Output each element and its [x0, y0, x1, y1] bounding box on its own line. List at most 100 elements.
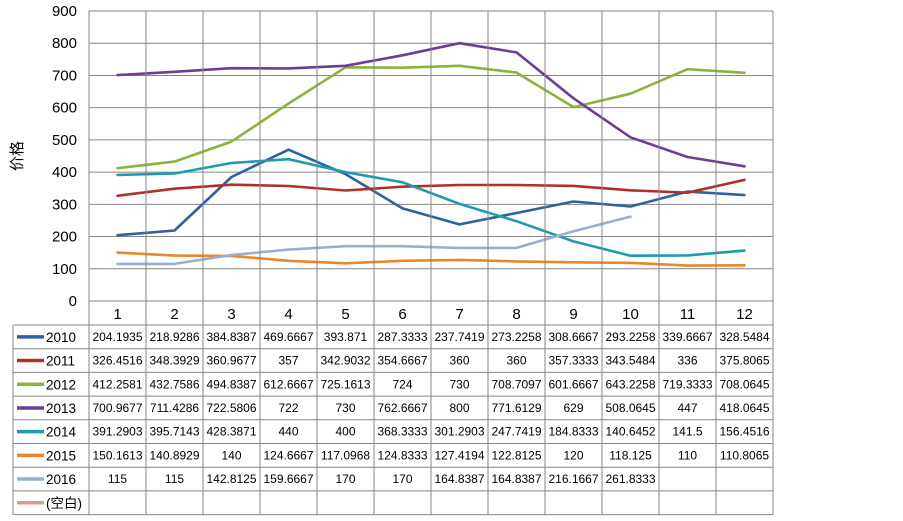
data-label: 124.6667 [263, 448, 313, 462]
data-label: 118.125 [609, 448, 652, 462]
series-name: 2011 [46, 354, 75, 369]
y-axis-ticks: 0 100 200 300 400 500 600 700 800 900 [52, 3, 77, 310]
data-label: 170 [335, 472, 355, 486]
data-label: 360 [449, 354, 469, 368]
data-label: 708.7097 [491, 377, 541, 391]
data-label: 360 [506, 354, 526, 368]
data-label: 127.4194 [434, 448, 484, 462]
series-name: 2012 [46, 377, 76, 392]
data-label: 170 [392, 472, 412, 486]
data-label: 601.6667 [548, 377, 598, 391]
data-label: 375.8065 [719, 354, 769, 368]
data-label: 771.6129 [491, 401, 541, 415]
data-label: 342.9032 [320, 354, 370, 368]
y-tick-label: 200 [52, 229, 77, 246]
data-label: 184.8333 [548, 425, 598, 439]
data-label: 722 [278, 401, 298, 415]
x-tick-label: 1 [113, 306, 121, 323]
data-label: 708.0645 [719, 377, 769, 391]
x-tick-label: 8 [512, 306, 520, 323]
data-label: 140 [221, 448, 241, 462]
data-label: 508.0645 [605, 401, 655, 415]
data-label: 247.7419 [491, 425, 541, 439]
data-label: 384.8387 [206, 330, 256, 344]
x-tick-label: 10 [622, 306, 639, 323]
data-label: 469.6667 [263, 330, 313, 344]
data-label: 725.1613 [320, 377, 370, 391]
data-label: 273.2258 [491, 330, 541, 344]
data-label: 120 [563, 448, 583, 462]
x-tick-label: 5 [341, 306, 349, 323]
data-label: 204.1935 [92, 330, 142, 344]
y-tick-label: 300 [52, 196, 77, 213]
y-tick-label: 500 [52, 132, 77, 149]
series-name: 2014 [46, 425, 77, 440]
data-label: 336 [677, 354, 697, 368]
y-tick-label: 800 [52, 35, 77, 52]
data-label: 237.7419 [434, 330, 484, 344]
data-label: 700.9677 [92, 401, 142, 415]
data-label: 354.6667 [377, 354, 427, 368]
data-label: 447 [677, 401, 697, 415]
data-label: 141.5 [672, 425, 702, 439]
x-tick-label: 3 [227, 306, 235, 323]
data-label: 428.3871 [206, 425, 256, 439]
data-label: 357 [278, 354, 298, 368]
data-label: 643.2258 [605, 377, 655, 391]
data-label: 391.2903 [92, 425, 142, 439]
data-label: 164.8387 [491, 472, 541, 486]
data-label: 159.6667 [263, 472, 313, 486]
data-label: 724 [392, 377, 412, 391]
data-label: 308.6667 [548, 330, 598, 344]
x-tick-label: 9 [569, 306, 577, 323]
data-label: 440 [278, 425, 298, 439]
data-label: 142.8125 [206, 472, 256, 486]
data-label: 412.2581 [92, 377, 142, 391]
data-label: 117.0968 [321, 448, 370, 462]
data-label: 287.3333 [377, 330, 427, 344]
data-label: 343.5484 [605, 354, 655, 368]
data-label: 762.6667 [377, 401, 427, 415]
data-label: 164.8387 [434, 472, 484, 486]
data-label: 432.7586 [149, 377, 199, 391]
data-label: 124.8333 [377, 448, 427, 462]
y-tick-label: 100 [52, 261, 77, 278]
data-label: 368.3333 [377, 425, 427, 439]
data-label: 115 [165, 472, 184, 486]
data-label: 400 [335, 425, 355, 439]
data-label: 216.1667 [548, 472, 598, 486]
data-label: 730 [449, 377, 469, 391]
data-label: 150.1613 [92, 448, 142, 462]
data-label: 122.8125 [491, 448, 541, 462]
data-label: 730 [335, 401, 355, 415]
data-label: 360.9677 [206, 354, 256, 368]
data-label: 115 [108, 472, 127, 486]
data-label: 722.5806 [206, 401, 256, 415]
data-label: 293.2258 [605, 330, 655, 344]
data-label: 348.3929 [149, 354, 199, 368]
data-label: 328.5484 [719, 330, 769, 344]
y-tick-label: 900 [52, 3, 77, 20]
x-tick-label: 11 [680, 306, 696, 323]
data-label: 494.8387 [206, 377, 256, 391]
series-name: (空白) [46, 496, 82, 511]
series-name: 2013 [46, 401, 76, 416]
data-label: 719.3333 [662, 377, 712, 391]
data-label: 140.8929 [149, 448, 199, 462]
data-label: 357.3333 [548, 354, 598, 368]
x-tick-label: 6 [398, 306, 406, 323]
data-label: 110.8065 [720, 448, 769, 462]
data-label: 156.4516 [719, 425, 769, 439]
data-label: 261.8333 [605, 472, 655, 486]
data-label: 800 [449, 401, 469, 415]
data-label: 629 [563, 401, 583, 415]
data-label: 110 [678, 448, 697, 462]
data-label: 418.0645 [719, 401, 769, 415]
x-tick-label: 12 [736, 306, 753, 323]
data-label: 140.6452 [605, 425, 655, 439]
y-tick-label: 600 [52, 100, 77, 117]
x-tick-label: 4 [284, 306, 292, 323]
data-label: 218.9286 [149, 330, 199, 344]
x-tick-label: 7 [455, 306, 463, 323]
x-tick-label: 2 [170, 306, 178, 323]
